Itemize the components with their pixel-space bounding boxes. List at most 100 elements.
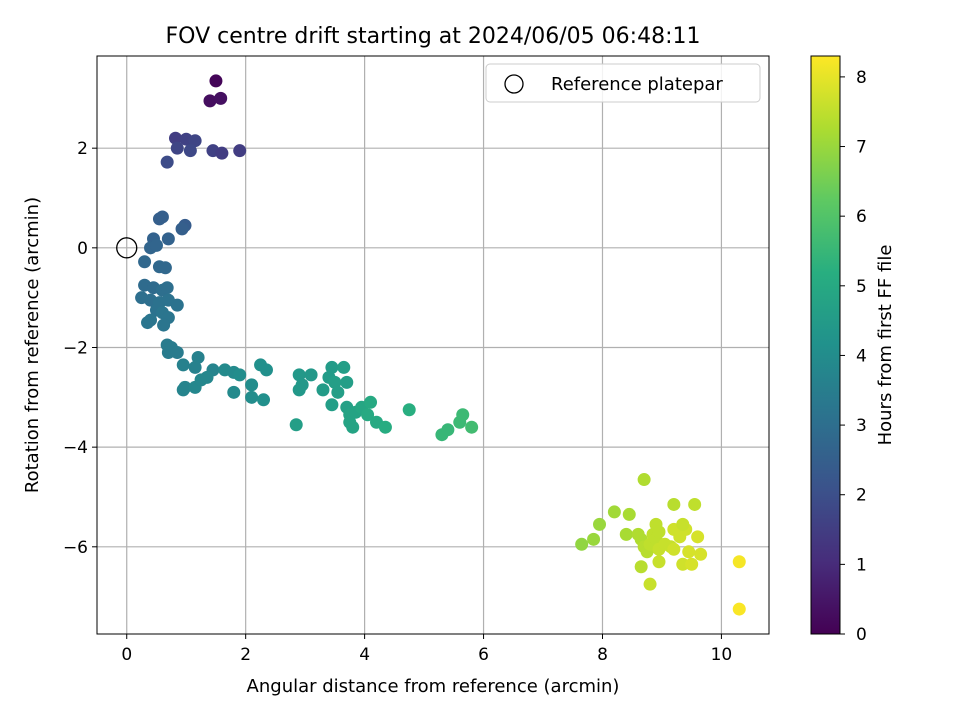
data-point: [331, 385, 345, 399]
colorbar-tick-label: 2: [856, 486, 867, 506]
data-point: [160, 281, 174, 295]
data-point: [619, 527, 633, 541]
data-point: [667, 497, 681, 511]
data-point: [607, 505, 621, 519]
data-point: [292, 383, 306, 397]
colorbar: 0 1 2 3 4 5 6 7 8 Hours from first FF file: [810, 55, 896, 645]
data-point: [732, 555, 746, 569]
data-point: [209, 74, 223, 88]
data-point: [168, 131, 182, 145]
data-point: [441, 423, 455, 437]
data-point: [259, 363, 273, 377]
data-point: [161, 345, 175, 359]
data-point: [652, 525, 666, 539]
data-point: [634, 560, 648, 574]
data-point: [340, 375, 354, 389]
data-point: [160, 155, 174, 169]
data-point: [643, 577, 657, 591]
data-point: [316, 383, 330, 397]
x-tick-label: 2: [240, 645, 251, 665]
data-point: [203, 94, 217, 108]
data-point: [188, 134, 202, 148]
colorbar-tick-label: 3: [856, 416, 867, 436]
data-point: [587, 532, 601, 546]
data-point: [176, 383, 190, 397]
colorbar-tick-label: 1: [856, 555, 867, 575]
data-point: [652, 555, 666, 569]
data-point: [378, 420, 392, 434]
data-point: [328, 375, 342, 389]
data-point: [155, 210, 169, 224]
colorbar-gradient: [810, 55, 841, 635]
data-point: [157, 318, 171, 332]
x-tick-label: 8: [597, 645, 608, 665]
data-point: [456, 408, 470, 422]
x-tick-label: 4: [359, 645, 370, 665]
colorbar-tick-label: 6: [856, 207, 867, 227]
data-point: [346, 420, 360, 434]
data-point: [138, 255, 152, 269]
data-point: [233, 368, 247, 382]
y-tick-label: −6: [63, 538, 88, 558]
colorbar-tick-label: 5: [856, 277, 867, 297]
data-point: [183, 144, 197, 158]
data-points: [135, 74, 746, 616]
data-point: [191, 350, 205, 364]
legend-reference-marker: [504, 74, 524, 94]
colorbar-tick-label: 7: [856, 138, 867, 158]
x-tick-label: 6: [478, 645, 489, 665]
data-point: [170, 345, 184, 359]
data-point: [622, 507, 636, 521]
colorbar-label: Hours from first FF file: [875, 245, 896, 446]
data-point: [667, 542, 681, 556]
data-point: [593, 517, 607, 531]
data-point: [149, 238, 163, 252]
data-point: [215, 146, 229, 160]
data-point: [676, 517, 690, 531]
data-point: [732, 602, 746, 616]
data-point: [233, 144, 247, 158]
data-point: [200, 370, 214, 384]
y-tick-label: −2: [63, 338, 88, 358]
y-tick-label: 2: [77, 139, 88, 159]
data-point: [245, 390, 259, 404]
data-point: [685, 557, 699, 571]
data-point: [214, 91, 228, 105]
data-point: [676, 557, 690, 571]
legend-entry-label: Reference platepar: [551, 74, 723, 95]
data-point: [175, 222, 189, 236]
colorbar-tick-label: 4: [856, 346, 867, 366]
data-point: [227, 385, 241, 399]
data-point: [245, 378, 259, 392]
x-tick-label: 0: [121, 645, 132, 665]
y-tick-label: 0: [77, 239, 88, 259]
data-point: [170, 298, 184, 312]
chart-title: FOV centre drift starting at 2024/06/05 …: [166, 24, 701, 49]
data-point: [170, 141, 184, 155]
data-point: [337, 360, 351, 374]
colorbar-tick-label: 8: [856, 68, 867, 88]
y-axis-ticks: −6 −4 −2 0 2: [63, 139, 97, 558]
data-point: [158, 261, 172, 275]
data-point: [402, 403, 416, 417]
legend: Reference platepar: [485, 63, 761, 103]
data-point: [688, 497, 702, 511]
data-point: [188, 360, 202, 374]
colorbar-ticks: 0 1 2 3 4 5 6 7 8: [840, 68, 867, 645]
data-point: [289, 418, 303, 432]
colorbar-tick-label: 0: [856, 625, 867, 645]
data-point: [694, 547, 708, 561]
data-point: [304, 368, 318, 382]
x-axis-ticks: 0 2 4 6 8 10: [121, 634, 732, 665]
data-point: [176, 358, 190, 372]
data-point: [575, 537, 589, 551]
data-point: [141, 316, 155, 330]
data-point: [325, 398, 339, 412]
x-tick-label: 10: [711, 645, 733, 665]
y-tick-label: −4: [63, 438, 88, 458]
x-axis-label: Angular distance from reference (arcmin): [247, 676, 620, 697]
data-point: [637, 473, 651, 487]
plot-area-frame: [96, 55, 770, 635]
data-point: [292, 368, 306, 382]
